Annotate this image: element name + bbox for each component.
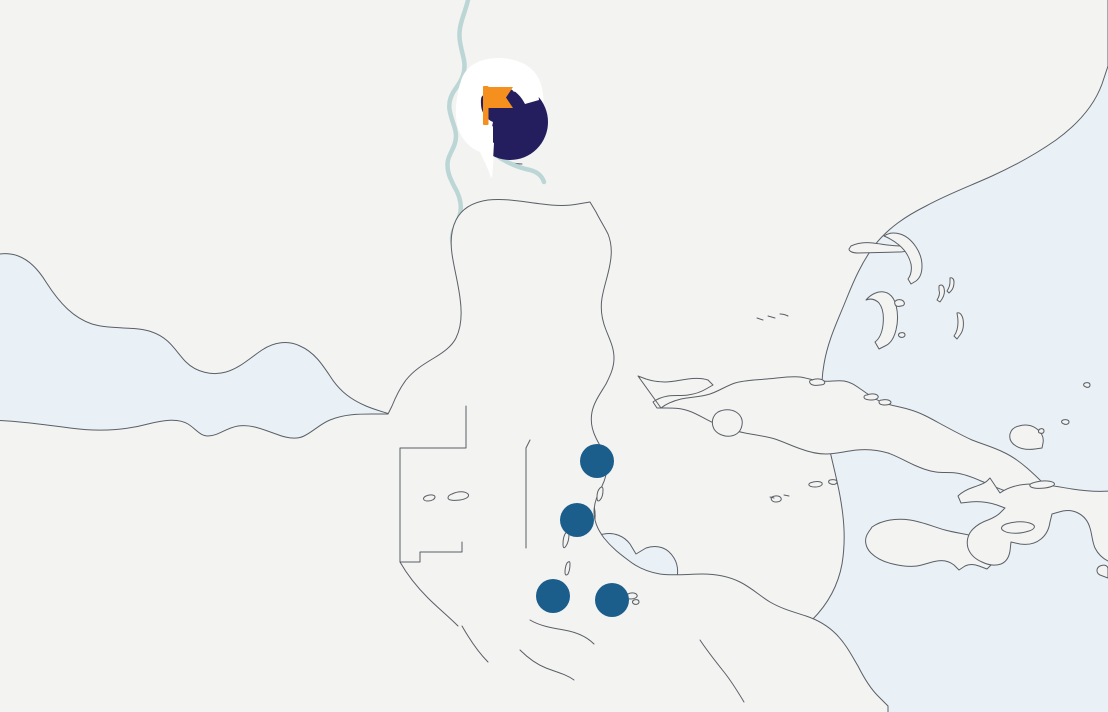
isla-de-la-juventud [711, 409, 743, 437]
border-honduras-elsalvador [519, 649, 575, 681]
andros [865, 291, 898, 350]
flag-pole [483, 86, 489, 125]
border-guatemala-mexico-south [399, 561, 459, 627]
island-hispaniola [957, 477, 1108, 579]
florida-keys [756, 313, 789, 321]
great-inagua [1009, 424, 1044, 450]
tortuga [1029, 480, 1055, 489]
cuba-cay-2 [863, 393, 879, 401]
bahamas-islands [848, 232, 1091, 496]
border-honduras-nicaragua [699, 639, 745, 703]
cayman-islands [808, 481, 823, 488]
marker-halo-main [459, 60, 537, 178]
new-providence [894, 299, 905, 307]
cay-accent-2 [783, 494, 790, 497]
cuba-cay-3 [878, 399, 892, 406]
cluster-marker-layer[interactable] [536, 444, 629, 617]
jamaica [865, 518, 997, 571]
hispaniola [957, 477, 1108, 566]
cozumel [596, 486, 604, 502]
key-2 [767, 315, 776, 319]
cluster-marker[interactable] [595, 583, 629, 617]
small-cay-1 [898, 332, 906, 338]
key-1 [756, 317, 764, 321]
belize-cay-2 [564, 561, 571, 576]
delta-channel [497, 155, 547, 185]
caribbean-cay-accents [769, 494, 790, 499]
border-belize-guatemala [525, 439, 531, 549]
abaco [883, 232, 923, 285]
cat-island [946, 277, 955, 294]
cuba-cay-1 [809, 378, 826, 386]
cayman-brac [828, 479, 838, 485]
marker-stem [488, 126, 493, 150]
island-cuba [637, 375, 1052, 503]
yucatan-central-america [0, 199, 889, 712]
cluster-marker[interactable] [580, 444, 614, 478]
cluster-marker[interactable] [536, 579, 570, 613]
turks-caicos [1038, 428, 1045, 434]
selected-location-marker[interactable] [455, 58, 548, 178]
flag-icon [483, 86, 513, 125]
long-island-bahamas [953, 312, 964, 340]
bay-island-utila [632, 599, 640, 605]
landmass-central-america [0, 199, 889, 712]
border-chiapas-coast [461, 625, 489, 663]
eleuthera [936, 284, 945, 303]
delta-accents [497, 155, 547, 185]
small-cay-2 [1083, 382, 1091, 388]
little-cayman [770, 495, 782, 503]
island-jamaica [865, 518, 997, 571]
puerto-rico-edge [1096, 564, 1108, 579]
cluster-marker[interactable] [560, 503, 594, 537]
small-cay-3 [1061, 419, 1070, 425]
key-3 [779, 313, 789, 317]
cay-accent-1 [769, 496, 775, 499]
flag-banner [488, 87, 513, 108]
yucatan-lagoon-1 [447, 491, 470, 501]
gonave [1001, 521, 1035, 534]
border-guatemala-honduras [529, 619, 595, 645]
yucatan-lagoon-2 [423, 494, 436, 502]
